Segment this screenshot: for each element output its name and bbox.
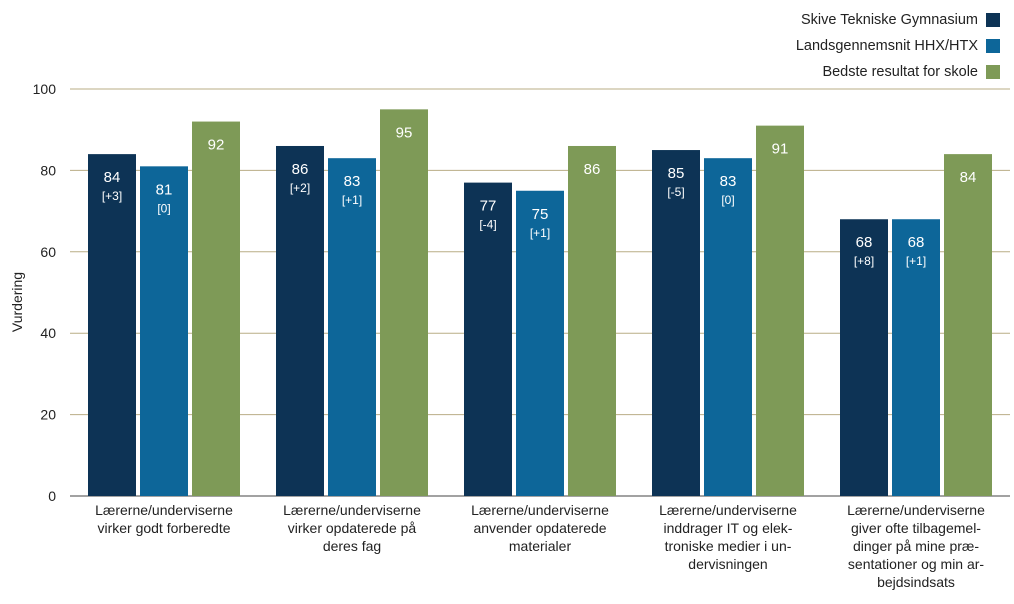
category-label-line: giver ofte tilbagemel- [851,520,981,536]
bar-value-label: 75 [532,206,549,223]
bar-value-label: 81 [156,181,173,198]
category-label-line: Lærerne/underviserne [283,502,421,518]
category-label: Lærerne/underviserne virker opdaterede på… [259,501,445,555]
bar-change-label: [0] [721,193,734,207]
bar-value-label: 86 [584,161,601,178]
category-label-line: Lærerne/underviserne [471,502,609,518]
bar-change-label: [+1] [906,254,926,268]
category-label-line: dervisningen [688,556,768,572]
bar-change-label: [-5] [667,185,684,199]
bar-change-label: [+3] [102,189,122,203]
legend-swatch [986,39,1000,53]
category-label: Lærerne/underviserne anvender opdaterede m… [447,501,633,555]
legend-label: Landsgennemsnit HHX/HTX [795,38,978,54]
bar [756,125,804,496]
y-tick-label: 100 [33,81,57,97]
y-tick-label: 60 [40,244,56,260]
category-label-line: Lærerne/underviserne [95,502,233,518]
bar-change-label: [-4] [479,218,496,232]
bar-value-label: 91 [772,141,789,158]
category-label-line: anvender opdaterede [473,520,607,536]
y-tick-label: 0 [48,488,56,504]
bar [276,145,324,497]
bar-change-label: [+1] [342,193,362,207]
bar-change-label: [+1] [530,226,550,240]
y-axis-title-text: Vurdering [9,271,25,333]
bar [568,145,616,497]
y-axis-title: Vurdering [7,272,27,332]
bar-value-label: 86 [292,161,309,178]
category-label-line: virker opdaterede på [287,520,417,536]
category-label-line: troniske medier i un- [664,538,792,554]
bar-change-label: [0] [157,201,170,215]
y-tick-label: 20 [40,407,56,423]
bar [380,109,428,496]
legend-item-landsgennemsnit: Landsgennemsnit HHX/HTX [600,36,1000,56]
bar-value-label: 84 [960,169,977,186]
bar [840,219,888,497]
category-label: Lærerne/underviserne inddrager IT og elek… [635,501,821,573]
category-label-line: materialer [508,538,572,554]
category-label-line: Lærerne/underviserne [659,502,797,518]
bar-value-label: 68 [908,234,925,251]
bar-value-label: 85 [668,165,685,182]
category-label-line: inddrager IT og elek- [663,520,793,536]
bar-change-label: [+8] [854,254,874,268]
category-label-line: Lærerne/underviserne [847,502,985,518]
category-label-line: virker godt forberedte [97,520,231,536]
bar [516,190,564,496]
bar [652,150,700,497]
bar [464,182,512,497]
legend-item-skive: Skive Tekniske Gymnasium [600,10,1000,30]
bar [140,166,188,496]
bar [944,154,992,496]
category-label-line: sentationer og min ar- [847,556,985,572]
bar-value-label: 95 [396,124,413,141]
bar-value-label: 68 [856,234,873,251]
y-tick-label: 80 [40,162,56,178]
legend-item-bedste: Bedste resultat for skole [600,62,1000,82]
legend-label: Bedste resultat for skole [822,64,978,80]
legend-swatch [986,65,1000,79]
category-label: Lærerne/underviserne virker godt forbered… [71,501,257,537]
legend-swatch [986,13,1000,27]
bar [88,154,136,496]
legend-label: Skive Tekniske Gymnasium [800,12,978,28]
bar [892,219,940,497]
bar-value-label: 83 [344,173,361,190]
category-label-line: deres fag [322,538,382,554]
bar [328,158,376,496]
bar-value-label: 83 [720,173,737,190]
category-label-line: bejdsindsats [877,574,955,590]
bar-value-label: 77 [480,198,497,215]
category-label: Lærerne/underviserne giver ofte tilbageme… [823,501,1009,591]
bar-change-label: [+2] [290,181,310,195]
bar [192,121,240,496]
bar-value-label: 92 [208,137,225,154]
bar [704,158,752,496]
bar-value-label: 84 [104,169,121,186]
y-tick-label: 40 [40,325,56,341]
legend: Skive Tekniske Gymnasium Landsgennemsnit… [600,10,1000,88]
category-label-line: dinger på mine præ- [852,538,980,554]
